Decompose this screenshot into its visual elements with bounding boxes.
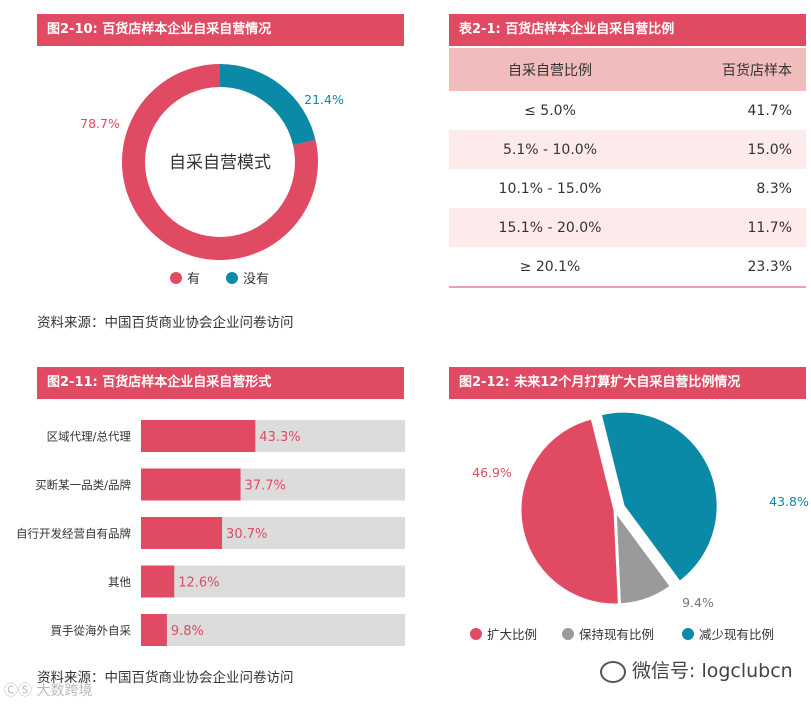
bar [141, 420, 256, 452]
fig-2-12-title: 图2-12: 未来12个月打算扩大自采自营比例情况 [449, 367, 806, 399]
pie-value-label-keep: 9.4% [682, 595, 714, 610]
legend-swatch [562, 628, 574, 640]
wechat-icon [600, 660, 626, 683]
table-cell-range: 10.1% - 15.0% [498, 180, 602, 197]
table-cell-value: 11.7% [651, 208, 806, 247]
donut-value-label-yes: 78.7% [80, 116, 120, 131]
legend-label: 减少现有比例 [699, 627, 774, 642]
wechat-watermark: 微信号: logclubcn [600, 656, 793, 683]
table-row: ≥ 20.1% 23.3% [449, 247, 806, 288]
ratio-table: 自采自营比例 百货店样本 ≤ 5.0% 41.7% 5.1% - 10.0% 1… [449, 48, 806, 288]
donut-chart: 自采自营模式 78.7% 21.4% 有 没有 [80, 64, 344, 287]
table-2-1-title: 表2-1: 百货店样本企业自采自营比例 [449, 14, 806, 46]
fig-2-10-source: 资料来源：中国百货商业协会企业问卷访问 [37, 315, 294, 331]
table-row: 10.1% - 15.0% 8.3% [449, 169, 806, 208]
pie-value-label-expand: 46.9% [472, 465, 512, 480]
table-cell-value: 23.3% [651, 247, 806, 288]
table-header-sample: 百货店样本 [651, 48, 806, 91]
legend-label-yes: 有 [187, 272, 200, 287]
legend-swatch-yes [170, 272, 182, 284]
table-cell-range: ≤ 5.0% [524, 102, 576, 119]
table-cell-range: 5.1% - 10.0% [449, 130, 651, 169]
fig-2-11-title: 图2-11: 百货店样本企业自采自营形式 [37, 367, 404, 399]
table-row: 5.1% - 10.0% 15.0% [449, 130, 806, 169]
pie-slice-reduce [598, 409, 720, 585]
bar-track [141, 614, 405, 646]
legend-label-no: 没有 [243, 272, 269, 287]
bar-value-label: 43.3% [259, 430, 300, 445]
pie-value-label-reduce: 43.8% [769, 494, 809, 509]
table-cell-value: 15.0% [651, 130, 806, 169]
table-cell-range: 15.1% - 20.0% [449, 208, 651, 247]
bar [141, 468, 241, 501]
bar-value-label: 37.7% [245, 479, 286, 494]
bar [141, 614, 167, 646]
left-watermark: ⒸⓈ 大数跨境 [4, 683, 93, 699]
table-cell-value: 41.7% [747, 102, 792, 119]
bar-value-label: 30.7% [226, 527, 267, 542]
legend-swatch [470, 628, 482, 640]
bar [141, 565, 175, 598]
table-cell-value: 8.3% [756, 180, 792, 197]
bar-value-label: 9.8% [171, 624, 204, 639]
bar-chart: 区域代理/总代理 43.3% 买断某一品类/品牌 37.7% 自行开发经营自有品牌 30.… [16, 420, 405, 646]
donut-slice-no [220, 64, 316, 146]
legend-swatch [682, 628, 694, 640]
pie-chart: 46.9% 9.4% 43.8% 扩大比例 保持现有比例 减少现有比例 [470, 409, 809, 642]
bar-category-label: 自行开发经营自有品牌 [16, 527, 131, 541]
fig-2-10-title: 图2-10: 百货店样本企业自采自营情况 [37, 14, 404, 46]
table-cell-range: ≥ 20.1% [449, 247, 651, 288]
donut-center-label: 自采自营模式 [169, 153, 271, 173]
bar-category-label: 区域代理/总代理 [47, 430, 132, 444]
bar-category-label: 買手從海外自采 [51, 624, 132, 638]
bar-value-label: 12.6% [178, 576, 219, 591]
table-header-row: 自采自营比例 百货店样本 [449, 48, 806, 91]
legend-swatch-no [226, 272, 238, 284]
legend-label: 保持现有比例 [579, 627, 654, 642]
legend-label: 扩大比例 [487, 627, 537, 642]
bar [141, 517, 223, 549]
fig-2-11-source: 资料来源：中国百货商业协会企业问卷访问 [37, 670, 294, 686]
table-row: 15.1% - 20.0% 11.7% [449, 208, 806, 247]
pie-slice-expand [518, 416, 621, 607]
wechat-id: 微信号: logclubcn [632, 660, 793, 682]
table-header-range: 自采自营比例 [449, 48, 651, 91]
table-row: ≤ 5.0% 41.7% [449, 91, 806, 130]
bar-category-label: 买断某一品类/品牌 [35, 478, 131, 492]
bar-track [141, 565, 405, 598]
bar-category-label: 其他 [108, 575, 131, 589]
donut-value-label-no: 21.4% [304, 92, 344, 107]
